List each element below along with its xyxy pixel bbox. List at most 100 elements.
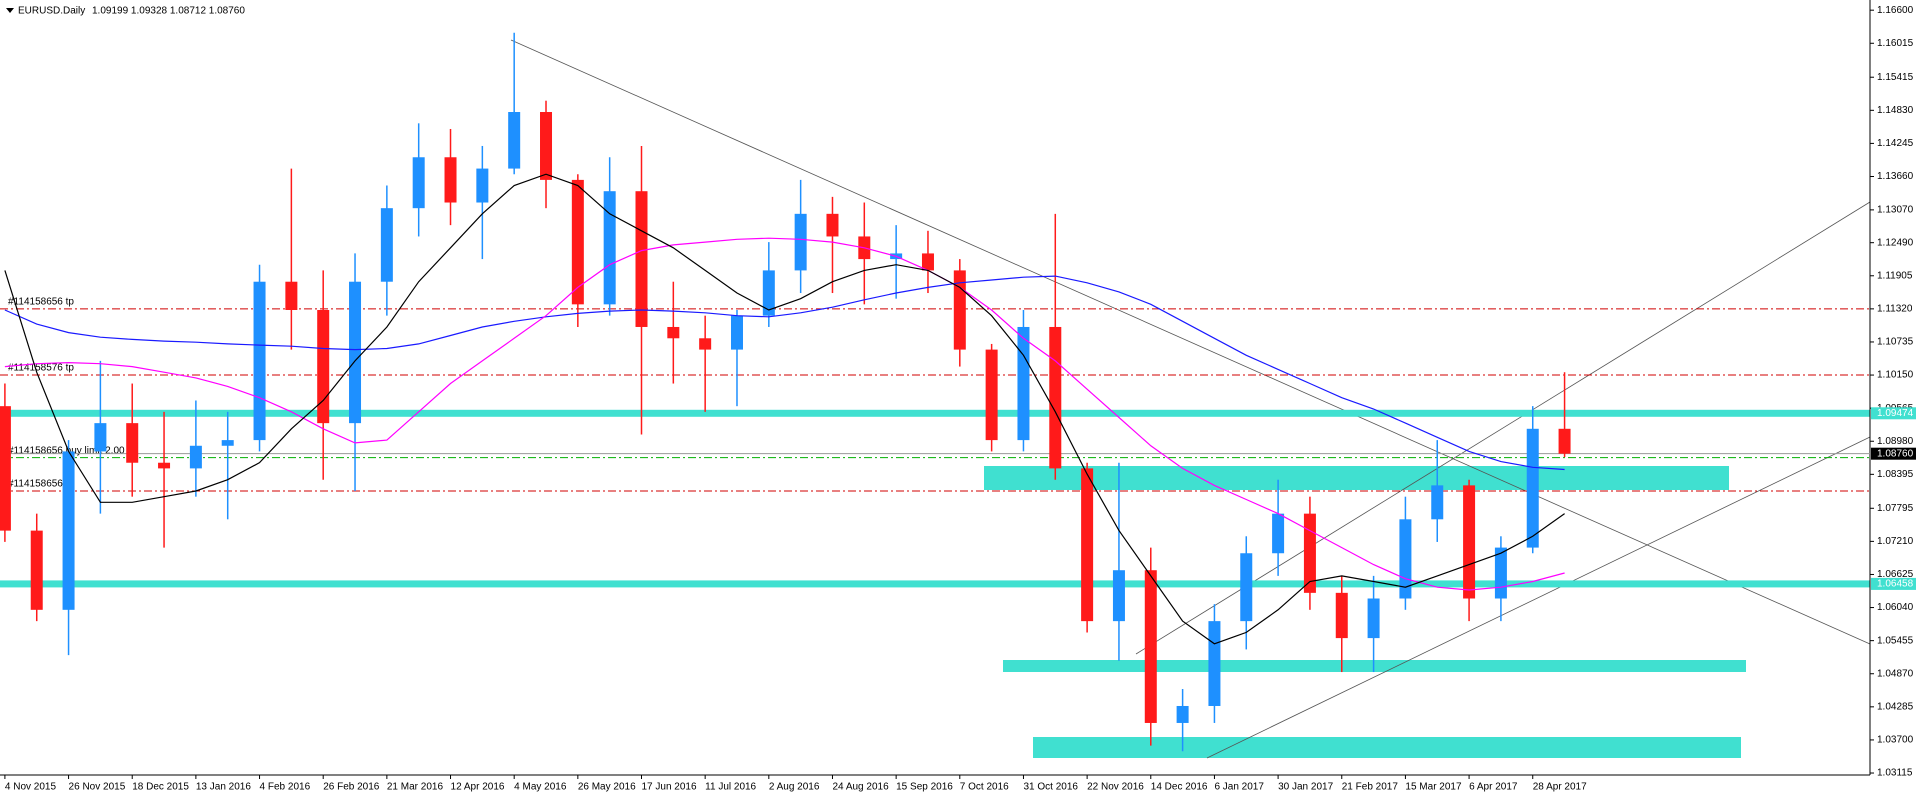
y-tick-label: 1.08980 — [1877, 436, 1914, 447]
level-tag-label: 1.09474 — [1877, 408, 1914, 419]
order-label: #114158576 tp — [8, 363, 74, 374]
candle-body — [444, 157, 457, 203]
y-tick-label: 1.07795 — [1877, 503, 1914, 514]
candle-body — [349, 281, 362, 424]
x-tick-label: 6 Apr 2017 — [1469, 782, 1518, 793]
order-label: #114158656 sl — [8, 479, 73, 490]
candle-body — [476, 168, 489, 203]
x-tick-label: 15 Mar 2017 — [1405, 782, 1462, 793]
candle-body — [158, 462, 171, 469]
candle-body — [1144, 570, 1157, 723]
y-tick-label: 1.05455 — [1877, 635, 1914, 646]
candle-body — [571, 179, 584, 305]
y-tick-label: 1.03700 — [1877, 735, 1914, 746]
moving-average — [4, 173, 1565, 645]
x-tick-label: 21 Mar 2016 — [387, 782, 444, 793]
price-tag-label: 1.08760 — [1877, 448, 1914, 459]
candle-body — [317, 310, 330, 424]
x-tick-label: 24 Aug 2016 — [832, 782, 889, 793]
order-label: #114158656 tp — [8, 297, 74, 308]
candle-body — [1367, 598, 1380, 639]
x-tick-label: 31 Oct 2016 — [1023, 782, 1078, 793]
order-label: #114158656 buy limit 2.00 — [8, 445, 125, 456]
moving-average — [4, 275, 1565, 471]
candle-body — [30, 530, 43, 610]
x-tick-label: 21 Feb 2017 — [1342, 782, 1399, 793]
y-tick-label: 1.16600 — [1877, 5, 1914, 16]
candle-body — [699, 338, 712, 350]
x-tick-label: 15 Sep 2016 — [896, 782, 953, 793]
level-tag — [1871, 577, 1916, 590]
candle-body — [1463, 485, 1476, 599]
x-tick-label: 18 Dec 2015 — [132, 782, 189, 793]
x-tick-label: 26 Nov 2015 — [69, 782, 126, 793]
x-tick-label: 4 Feb 2016 — [260, 782, 311, 793]
candle-body — [1272, 513, 1285, 554]
level-tag-label: 1.06458 — [1877, 579, 1914, 590]
level-line — [0, 580, 1870, 588]
menu-arrow[interactable] — [6, 8, 14, 13]
y-tick-label: 1.14245 — [1877, 138, 1914, 149]
x-tick-label: 30 Jan 2017 — [1278, 782, 1333, 793]
level-line — [0, 409, 1870, 417]
candle-body — [380, 208, 393, 282]
candle-body — [635, 191, 648, 327]
candle-body — [1176, 705, 1189, 723]
candle-body — [1112, 570, 1125, 622]
candle-body — [285, 281, 298, 310]
candle-body — [1399, 519, 1412, 599]
x-tick-label: 4 May 2016 — [514, 782, 567, 793]
y-tick-label: 1.11905 — [1877, 270, 1913, 281]
candle-body — [1558, 428, 1571, 454]
y-tick-label: 1.10735 — [1877, 337, 1914, 348]
candle-body — [794, 213, 807, 271]
y-tick-label: 1.07210 — [1877, 536, 1914, 547]
trend-line — [510, 39, 1871, 645]
y-tick-label: 1.06625 — [1877, 569, 1914, 580]
zone — [1033, 737, 1741, 758]
candle-body — [1335, 592, 1348, 639]
y-tick-label: 1.16015 — [1877, 38, 1914, 49]
candle-body — [1494, 547, 1507, 599]
y-tick-label: 1.06040 — [1877, 602, 1914, 613]
candle-body — [412, 157, 425, 209]
candle-body — [62, 451, 75, 610]
price-tag — [1871, 447, 1916, 460]
candle-body — [1303, 513, 1316, 593]
y-tick-label: 1.04870 — [1877, 668, 1914, 679]
candle-body — [1017, 326, 1030, 441]
x-tick-label: 17 Jun 2016 — [642, 782, 697, 793]
y-tick-label: 1.03115 — [1877, 768, 1913, 779]
x-tick-label: 7 Oct 2016 — [960, 782, 1009, 793]
candle-body — [985, 349, 998, 441]
candle-body — [1208, 621, 1221, 706]
x-tick-label: 26 May 2016 — [578, 782, 636, 793]
candle-body — [253, 281, 266, 441]
y-tick-label: 1.12490 — [1877, 237, 1914, 248]
x-tick-label: 13 Jan 2016 — [196, 782, 251, 793]
symbol: EURUSD.Daily — [18, 6, 85, 17]
candle-body — [1526, 428, 1539, 548]
x-tick-label: 11 Jul 2016 — [705, 782, 756, 793]
y-tick-label: 1.10150 — [1877, 370, 1914, 381]
x-tick-label: 26 Feb 2016 — [323, 782, 380, 793]
x-tick-label: 12 Apr 2016 — [451, 782, 505, 793]
y-tick-label: 1.13070 — [1877, 205, 1914, 216]
candle-body — [189, 445, 202, 469]
candle-body — [762, 270, 775, 316]
candle-body — [667, 326, 680, 339]
zone — [984, 466, 1729, 490]
candle-body — [603, 191, 616, 305]
y-tick-label: 1.08395 — [1877, 469, 1914, 480]
candle-body — [0, 406, 11, 531]
candle-body — [730, 315, 743, 350]
x-tick-label: 28 Apr 2017 — [1533, 782, 1587, 793]
y-tick-label: 1.14830 — [1877, 105, 1914, 116]
candle-body — [540, 112, 553, 180]
candle-body — [94, 423, 107, 452]
candle-body — [1240, 553, 1253, 622]
candle-body — [1049, 326, 1062, 469]
y-tick-label: 1.11320 — [1877, 304, 1913, 315]
x-tick-label: 4 Nov 2015 — [5, 782, 57, 793]
